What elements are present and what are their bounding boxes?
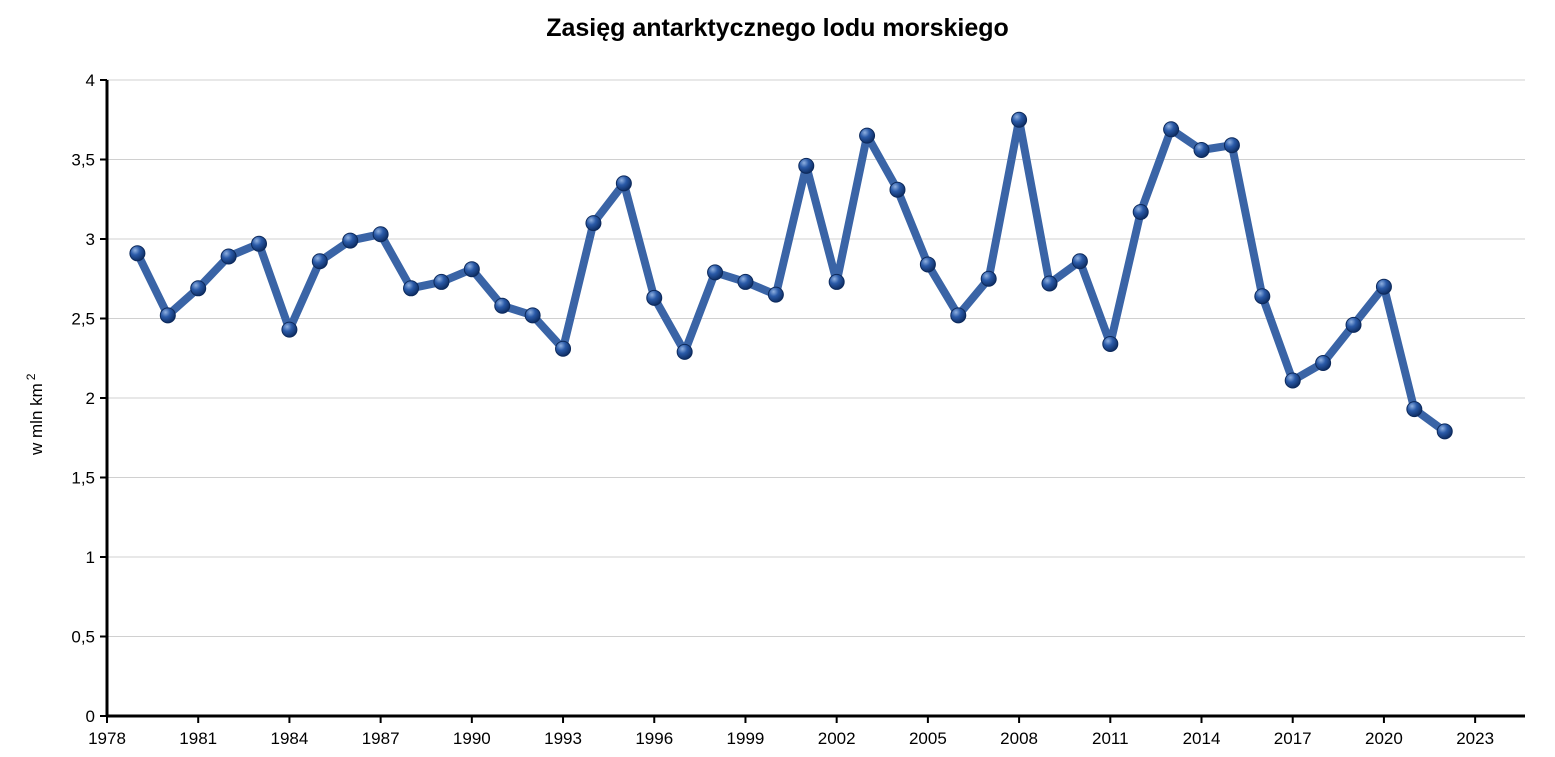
data-point xyxy=(980,270,997,287)
x-tick-label: 1978 xyxy=(88,729,126,748)
data-point xyxy=(524,307,541,324)
x-tick-label: 2005 xyxy=(909,729,947,748)
x-tick-label: 2020 xyxy=(1365,729,1403,748)
data-point xyxy=(1223,137,1240,154)
data-point xyxy=(767,286,784,303)
x-tick-label: 2011 xyxy=(1092,729,1129,748)
data-point xyxy=(646,289,663,306)
data-point xyxy=(1193,141,1210,158)
y-tick-label: 0 xyxy=(86,707,95,726)
x-tick-label: 1984 xyxy=(271,729,309,748)
data-point xyxy=(1102,335,1119,352)
series xyxy=(129,111,1453,440)
x-tick-label: 2008 xyxy=(1000,729,1038,748)
data-point xyxy=(1315,355,1332,372)
x-tick-label: 1987 xyxy=(362,729,400,748)
data-point xyxy=(1284,372,1301,389)
data-point xyxy=(615,175,632,192)
data-point xyxy=(676,343,693,360)
axes xyxy=(100,79,1525,723)
x-tick-label: 1993 xyxy=(544,729,582,748)
y-tick-label: 3 xyxy=(86,230,95,249)
data-point xyxy=(919,256,936,273)
data-point xyxy=(251,235,268,252)
data-point xyxy=(1163,121,1180,138)
y-axis-label: w mln km2 xyxy=(24,373,46,456)
x-tick-label: 2023 xyxy=(1456,729,1494,748)
x-tick-label: 1996 xyxy=(635,729,673,748)
data-point xyxy=(129,245,146,262)
data-point xyxy=(1071,253,1088,270)
data-point xyxy=(159,307,176,324)
data-point xyxy=(220,248,237,265)
data-point xyxy=(311,253,328,270)
data-point xyxy=(372,226,389,243)
data-point xyxy=(281,321,298,338)
data-point xyxy=(1254,288,1271,305)
data-point xyxy=(1436,423,1453,440)
data-point xyxy=(889,181,906,198)
data-point xyxy=(1345,316,1362,333)
data-point xyxy=(555,340,572,357)
data-point xyxy=(1406,401,1423,418)
data-point xyxy=(1011,111,1028,128)
y-tick-label: 0,5 xyxy=(71,628,95,647)
y-tick-label: 2 xyxy=(86,389,95,408)
chart-title: Zasięg antarktycznego lodu morskiego xyxy=(546,14,1009,42)
data-point xyxy=(433,273,450,290)
data-point xyxy=(403,280,420,297)
data-point xyxy=(1132,203,1149,220)
x-tick-label: 2002 xyxy=(818,729,856,748)
series-line xyxy=(133,115,1449,436)
data-point xyxy=(707,264,724,281)
data-point xyxy=(190,280,207,297)
tick-labels: 0 0,5 1 1,5 2 2,5 3 3,5 4 1978 1981 1984 1987 1990 199… xyxy=(71,71,1494,748)
y-tick-label: 1,5 xyxy=(71,469,95,488)
data-point xyxy=(463,261,480,278)
data-point xyxy=(585,215,602,232)
y-tick-label: 4 xyxy=(86,71,95,90)
data-point xyxy=(1041,275,1058,292)
y-tick-label: 1 xyxy=(86,548,95,567)
data-point xyxy=(737,273,754,290)
x-tick-label: 2014 xyxy=(1183,729,1221,748)
y-tick-label: 3,5 xyxy=(71,151,95,170)
data-point xyxy=(342,232,359,249)
data-point xyxy=(1375,278,1392,295)
x-tick-label: 1990 xyxy=(453,729,491,748)
x-tick-label: 1999 xyxy=(727,729,765,748)
data-point xyxy=(828,273,845,290)
x-tick-label: 2017 xyxy=(1274,729,1312,748)
y-tick-label: 2,5 xyxy=(71,310,95,329)
data-point xyxy=(950,307,967,324)
grid-lines xyxy=(107,79,1525,637)
x-tick-label: 1981 xyxy=(179,729,217,748)
data-point xyxy=(494,297,511,314)
data-point xyxy=(798,157,815,174)
data-point xyxy=(859,127,876,144)
